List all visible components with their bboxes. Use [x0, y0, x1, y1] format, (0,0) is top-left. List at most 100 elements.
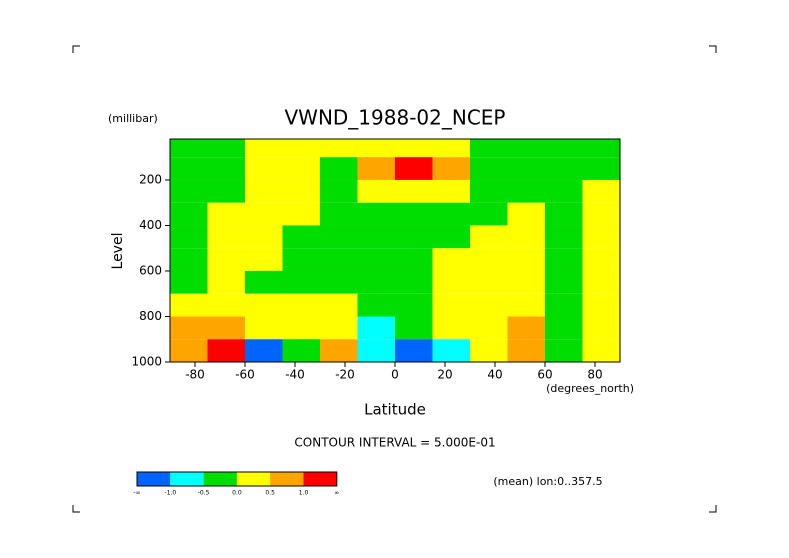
contour-cell: [507, 157, 545, 180]
contour-cell: [395, 293, 433, 317]
contour-cell: [395, 248, 433, 271]
contour-cell: [507, 248, 545, 271]
x-tick-label: -80: [185, 368, 205, 382]
contour-cell: [470, 179, 508, 203]
contour-cell: [320, 157, 358, 180]
contour-cell: [282, 179, 320, 203]
contour-cell: [395, 179, 433, 203]
y-tick-label: 400: [139, 218, 162, 232]
x-units: (degrees_north): [546, 382, 634, 395]
contour-cell: [207, 293, 245, 317]
corner-mark: [72, 45, 717, 513]
contour-cell: [582, 139, 620, 158]
contour-cell: [320, 339, 358, 362]
contour-cell: [582, 179, 620, 203]
contour-cell: [432, 179, 470, 203]
y-tick-label: 1000: [131, 355, 162, 369]
colorbar-label: -1.0: [164, 490, 176, 497]
contour-cell: [357, 157, 395, 180]
colorbar-label: -0.5: [198, 490, 210, 497]
contour-cell: [207, 270, 245, 294]
contour-cell: [507, 225, 545, 249]
contour-cell: [170, 316, 208, 340]
colorbar-end-label: -∞: [133, 490, 140, 497]
y-axis-label: Level: [110, 233, 126, 270]
y-tick-label: 600: [139, 263, 162, 277]
contour-cell: [357, 293, 395, 317]
colorbar-frame: [136, 471, 338, 487]
x-tick-label: 20: [437, 368, 452, 382]
contour-cell: [357, 225, 395, 249]
contour-cell: [545, 157, 583, 180]
contour-cell: [582, 339, 620, 362]
contour-cell: [470, 339, 508, 362]
contour-cell: [207, 225, 245, 249]
contour-cell: [395, 139, 433, 158]
contour-cell: [245, 293, 283, 317]
contour-cell: [170, 293, 208, 317]
contour-cell: [395, 270, 433, 294]
contour-cell: [395, 202, 433, 226]
contour-cell: [395, 157, 433, 180]
contour-cell: [470, 139, 508, 158]
contour-cell: [507, 316, 545, 340]
contour-cell: [245, 339, 283, 362]
contour-cell: [207, 157, 245, 180]
contour-cell: [582, 202, 620, 226]
contour-cell: [245, 139, 283, 158]
contour-cell: [207, 139, 245, 158]
contour-cell: [470, 316, 508, 340]
contour-cell: [470, 225, 508, 249]
contour-cell: [432, 202, 470, 226]
colorbar-swatch: [137, 472, 171, 486]
contour-cell: [282, 202, 320, 226]
contour-cell: [170, 139, 208, 158]
contour-cell: [170, 270, 208, 294]
contour-cell: [432, 339, 470, 362]
contour-cell: [582, 248, 620, 271]
contour-cell: [545, 248, 583, 271]
contour-cell: [245, 202, 283, 226]
contour-cell: [282, 248, 320, 271]
contour-cell: [170, 179, 208, 203]
contour-cell: [507, 293, 545, 317]
x-tick-label: 80: [587, 368, 602, 382]
contour-cell: [545, 270, 583, 294]
contour-cell: [582, 270, 620, 294]
contour-cell: [320, 316, 358, 340]
contour-cell: [320, 202, 358, 226]
y-units: (millibar): [108, 112, 158, 125]
x-axis-label: Latitude: [364, 401, 426, 419]
contour-cell: [245, 225, 283, 249]
colorbar-swatch: [270, 472, 304, 486]
contour-cell: [170, 157, 208, 180]
contour-cell: [432, 139, 470, 158]
colorbar-swatch: [170, 472, 204, 486]
contour-cell: [357, 270, 395, 294]
contour-cell: [470, 270, 508, 294]
contour-cell: [245, 157, 283, 180]
colorbar-swatch: [303, 472, 337, 486]
y-tick-label: 800: [139, 309, 162, 323]
contour-cell: [432, 225, 470, 249]
contour-cell: [320, 225, 358, 249]
contour-cell: [357, 339, 395, 362]
colorbar-swatch: [236, 472, 271, 486]
contour-cell: [320, 139, 358, 158]
colorbar-end-label: ∞: [334, 490, 339, 497]
contour-cell: [432, 293, 470, 317]
contour-cell: [582, 157, 620, 180]
contour-cell: [357, 179, 395, 203]
contour-cell: [170, 248, 208, 271]
contour-cell: [432, 157, 470, 180]
contour-cell: [395, 225, 433, 249]
contour-cell: [282, 139, 320, 158]
contour-cell: [282, 339, 320, 362]
contour-cell: [207, 179, 245, 203]
contour-cell: [432, 270, 470, 294]
contour-cell: [170, 225, 208, 249]
contour-cell: [432, 316, 470, 340]
contour-cell: [282, 316, 320, 340]
contour-cell: [357, 202, 395, 226]
